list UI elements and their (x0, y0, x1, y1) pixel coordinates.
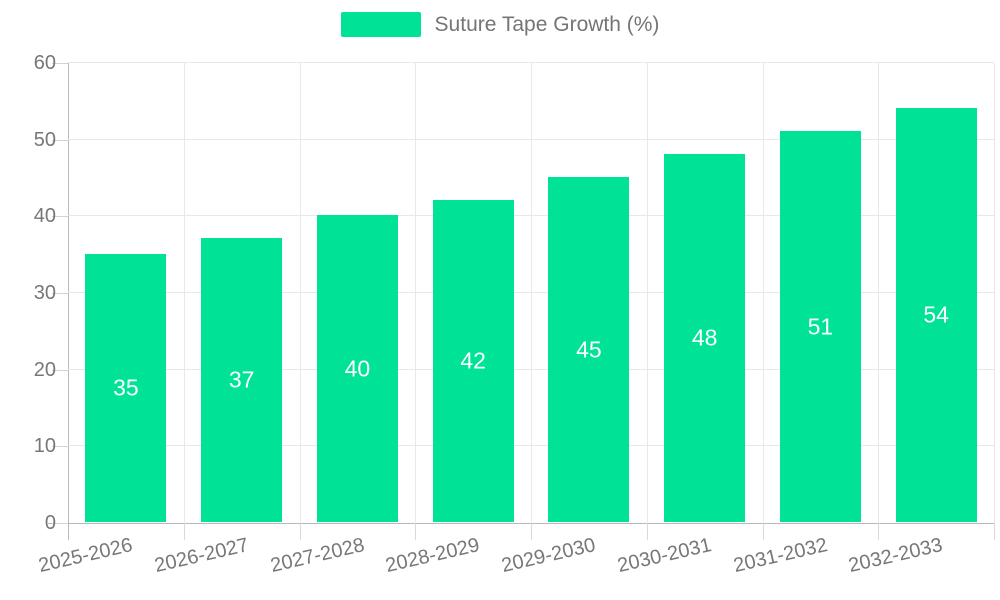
bar[interactable]: 48 (664, 154, 746, 522)
y-axis-label: 60 (33, 52, 56, 74)
y-axis-tick (52, 293, 68, 294)
bar[interactable]: 42 (432, 200, 514, 522)
bar[interactable]: 45 (548, 177, 630, 522)
x-axis-label: 2031-2032 (731, 534, 830, 577)
bar-value-label: 40 (344, 355, 371, 382)
gridline-horizontal (68, 62, 994, 63)
x-axis-tick (994, 523, 995, 540)
x-axis-label: 2025-2026 (36, 534, 135, 577)
y-axis-label: 0 (44, 512, 56, 534)
y-axis-tick (52, 139, 68, 141)
y-axis-label: 40 (33, 205, 56, 228)
legend-item[interactable]: Suture Tape Growth (%) (340, 12, 660, 37)
x-axis-line (48, 523, 994, 524)
y-axis-tick (52, 446, 68, 448)
bar[interactable]: 35 (85, 253, 167, 522)
y-axis-label: 10 (33, 435, 56, 458)
x-axis-tick (646, 523, 648, 540)
x-axis-tick (762, 523, 764, 540)
y-axis-tick (52, 216, 68, 218)
x-axis-label: 2032-2033 (846, 534, 946, 577)
x-axis-tick (415, 523, 417, 540)
x-axis-label: 2027-2028 (268, 534, 367, 577)
plot-area: 35 37 40 42 45 48 51 54 (68, 62, 995, 523)
y-axis-label: 50 (33, 128, 56, 151)
x-axis-label: 2030-2031 (615, 534, 714, 577)
bar-value-label: 45 (576, 336, 602, 362)
gridline-vertical (531, 63, 532, 523)
x-axis-label: 2029-2030 (499, 534, 598, 577)
y-axis-label: 20 (33, 358, 56, 381)
bar[interactable]: 40 (316, 215, 398, 522)
legend-label: Suture Tape Growth (%) (434, 12, 660, 36)
legend: Suture Tape Growth (%) (0, 12, 1000, 37)
y-axis-line (68, 63, 69, 540)
gridline-vertical (183, 63, 185, 523)
x-axis-label: 2026-2027 (152, 534, 251, 577)
bar-value-label: 54 (923, 301, 949, 328)
bar-value-label: 48 (691, 324, 718, 351)
x-axis-tick (531, 523, 532, 540)
bar-value-label: 37 (228, 366, 255, 393)
gridline-vertical (299, 63, 301, 523)
y-axis-tick (52, 369, 68, 371)
bar[interactable]: 37 (201, 238, 283, 522)
x-axis-tick (878, 523, 880, 540)
y-axis-label: 30 (33, 282, 56, 304)
gridline-vertical (415, 63, 417, 523)
x-axis-tick (299, 523, 301, 540)
gridline-vertical (994, 63, 995, 523)
bar-value-label: 35 (113, 374, 139, 401)
gridline-vertical (646, 63, 648, 523)
gridline-vertical (878, 63, 880, 523)
bar-value-label: 51 (807, 313, 834, 339)
x-axis-label: 2028-2029 (383, 534, 483, 577)
bar[interactable]: 54 (895, 108, 977, 522)
y-axis-tick (52, 63, 68, 64)
x-axis-tick (183, 523, 185, 540)
bar[interactable]: 51 (779, 131, 861, 522)
gridline-vertical (762, 63, 764, 523)
legend-marker (340, 12, 421, 37)
bar-value-label: 42 (460, 347, 486, 374)
y-axis-tick (52, 523, 68, 524)
